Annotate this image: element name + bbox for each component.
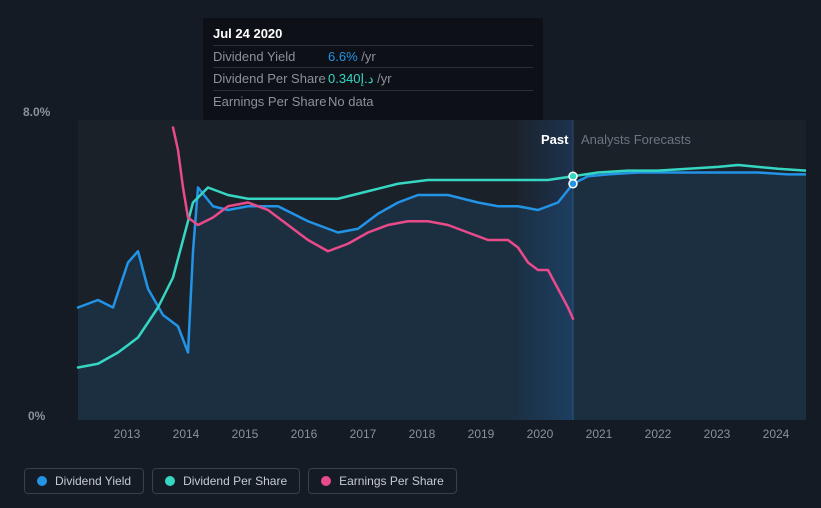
x-axis-tick-label: 2023 <box>704 427 731 441</box>
x-axis-tick-label: 2014 <box>173 427 200 441</box>
tooltip-row: Earnings Per ShareNo data <box>213 90 533 112</box>
legend-item[interactable]: Dividend Yield <box>24 468 144 494</box>
tooltip-row: Dividend Per Shareد.إ0.340 /yr <box>213 67 533 90</box>
x-axis-tick-label: 2022 <box>645 427 672 441</box>
chart-tooltip: Jul 24 2020 Dividend Yield6.6% /yrDivide… <box>203 18 543 120</box>
y-axis-min-label: 0% <box>28 409 45 423</box>
legend-dot-icon <box>37 476 47 486</box>
x-axis-tick-label: 2024 <box>763 427 790 441</box>
tooltip-row-value: No data <box>328 94 374 109</box>
legend-label: Earnings Per Share <box>339 474 444 488</box>
tooltip-row-label: Earnings Per Share <box>213 94 328 109</box>
tooltip-row-value: د.إ0.340 /yr <box>328 71 392 87</box>
legend-label: Dividend Yield <box>55 474 131 488</box>
past-section-label: Past <box>541 132 568 147</box>
x-axis-tick-label: 2019 <box>468 427 495 441</box>
tooltip-row: Dividend Yield6.6% /yr <box>213 45 533 67</box>
chart-plot-area[interactable]: Past Analysts Forecasts <box>48 120 806 420</box>
x-axis-tick-label: 2021 <box>586 427 613 441</box>
x-axis-tick-label: 2018 <box>409 427 436 441</box>
x-axis-tick-label: 2020 <box>527 427 554 441</box>
legend-item[interactable]: Dividend Per Share <box>152 468 300 494</box>
tooltip-row-label: Dividend Yield <box>213 49 328 64</box>
y-axis-max-label: 8.0% <box>23 105 50 119</box>
tooltip-row-value: 6.6% /yr <box>328 49 376 64</box>
dividend-chart: 8.0% 0% Past Analysts Forecasts 2013 2014… <box>18 105 806 445</box>
chart-svg <box>48 120 806 420</box>
x-axis-tick-label: 2015 <box>232 427 259 441</box>
legend-dot-icon <box>321 476 331 486</box>
x-axis-tick-label: 2013 <box>114 427 141 441</box>
x-axis-tick-label: 2016 <box>291 427 318 441</box>
chart-legend: Dividend Yield Dividend Per Share Earnings… <box>24 468 457 494</box>
forecast-section-label: Analysts Forecasts <box>581 132 691 147</box>
x-axis-tick-label: 2017 <box>350 427 377 441</box>
x-axis-labels: 2013 2014 2015 2016 2017 2018 2019 2020 2021 2022… <box>48 427 806 445</box>
legend-label: Dividend Per Share <box>183 474 287 488</box>
tooltip-date: Jul 24 2020 <box>213 26 533 45</box>
legend-item[interactable]: Earnings Per Share <box>308 468 457 494</box>
legend-dot-icon <box>165 476 175 486</box>
tooltip-row-label: Dividend Per Share <box>213 71 328 87</box>
